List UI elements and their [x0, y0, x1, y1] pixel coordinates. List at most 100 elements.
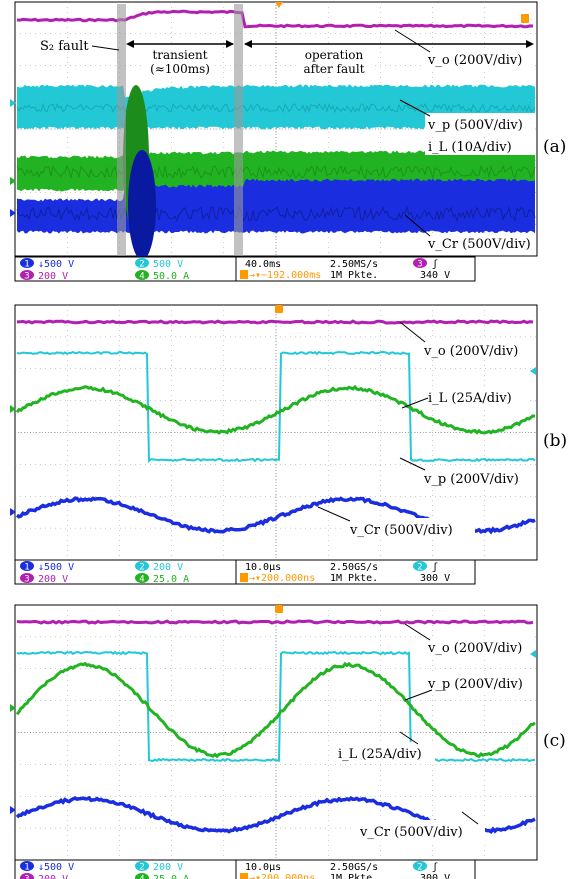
trace-il-c: [15, 661, 536, 759]
ch4-number-a: 4: [139, 272, 144, 282]
pointer-il-c: [399, 731, 419, 745]
series-label-vo-b: v_o (200V/div): [423, 344, 518, 359]
label-bg-vo-c: [425, 636, 535, 657]
ch1-marker-b: [10, 508, 16, 516]
trigger-marker-c: [275, 605, 283, 613]
ch1-scale-b: ↓500 V: [38, 562, 74, 573]
trigger-level-a: 340 V: [420, 270, 450, 281]
sample-rate-b: 2.50GS/s: [330, 562, 378, 573]
cursor-bar-1: [117, 4, 126, 256]
fault-label: S₂ fault: [40, 39, 89, 54]
series-label-vcr-a: v_Cr (500V/div): [427, 237, 531, 252]
ch2-scale-a: 500 V: [153, 259, 183, 270]
trigger-channel-number-b: 2: [417, 563, 422, 573]
trigger-badge: [240, 873, 248, 879]
pointer-vo-a: [394, 29, 431, 53]
ch1-number-c: 1: [24, 863, 29, 873]
trigger-badge: [240, 270, 248, 279]
timebase-b: 10.0µs: [245, 562, 281, 573]
pointer-il-b: [401, 397, 429, 409]
trigger-slope-c: ʃ: [432, 862, 438, 873]
label-bg-vp-a: [425, 113, 535, 135]
ch4-chip-c: [135, 873, 149, 879]
series-label-vp-a: v_p (500V/div): [427, 118, 523, 133]
trigger-level-c: 300 V: [420, 873, 450, 879]
trigger-delay-b: →▾200.000ns: [249, 573, 315, 584]
pointer-vcr-c: [461, 811, 479, 825]
label-bg-vcr-b: [345, 518, 475, 539]
ch2-number-b: 2: [139, 563, 144, 573]
trigger-marker-a: [275, 2, 283, 8]
trace-vcr-detail-a: [16, 205, 536, 223]
status-bar-a: 1 ↓500 V 3 200 V 2 500 V 4 50.0 A 40.0ms→▾−192.0…: [14, 256, 476, 282]
record-length-b: 1M Pkte.: [330, 573, 378, 584]
ch2-scale-b: 200 V: [153, 562, 183, 573]
ch4-chip-a: [135, 270, 149, 280]
trace-vo-b: [16, 319, 534, 325]
label-bg-vo-a: [425, 48, 535, 70]
ch2-number-c: 2: [139, 863, 144, 873]
label-bg-vp-c: [425, 672, 535, 693]
transient-label-1: transient: [152, 48, 207, 62]
transient-label-bg: [143, 46, 215, 76]
label-bg-vp-b: [420, 467, 535, 488]
ch4-marker-b: [10, 405, 16, 413]
trigger-channel-chip-a: [413, 258, 427, 268]
series-label-vp-c: v_p (200V/div): [427, 677, 523, 692]
grid-c: [15, 605, 537, 860]
series-label-vcr-c: v_Cr (500V/div): [359, 825, 463, 840]
transient-burst-vcr-a: [128, 150, 156, 260]
cursor-bar-2: [234, 4, 243, 256]
record-length-c: 1M Pkte.: [330, 873, 378, 879]
timebase-c: 10.0µs: [245, 862, 281, 873]
ch1-number-a: 1: [24, 260, 29, 270]
ch2-level-marker-b: [530, 367, 536, 375]
trace-vo-c: [16, 619, 534, 625]
ch4-scale-c: 25.0 A: [153, 874, 189, 879]
ch1-marker-c: [10, 806, 16, 814]
ch1-chip-b: [20, 561, 34, 571]
panel-a: S₂ fault transient (≈100ms) operation af…: [10, 1, 566, 282]
pointer-vcr-a: [404, 214, 431, 237]
series-label-vcr-b: v_Cr (500V/div): [349, 523, 453, 538]
ch4-number-b: 4: [139, 575, 144, 585]
ch1-scale-a: ↓500 V: [38, 259, 74, 270]
ch4-marker-a: [10, 177, 16, 185]
trigger-level-b: 300 V: [420, 573, 450, 584]
ch1-marker-a: [10, 209, 16, 217]
ch2-scale-c: 200 V: [153, 862, 183, 873]
ch2-marker-a: [10, 99, 16, 107]
trigger-level-marker-a: [521, 14, 529, 23]
series-label-vp-b: v_p (200V/div): [423, 472, 519, 487]
status-bar-b: 1 ↓500 V 3 200 V 2 200 V 4 25.0 A 10.0µs→▾200.00…: [14, 559, 476, 585]
series-label-vo-a: v_o (200V/div): [427, 53, 522, 68]
transient-arrow-right-head: [226, 40, 234, 48]
panel-c: v_o (200V/div) v_p (200V/div) i_L (25A/d…: [10, 604, 566, 879]
ch3-number-c: 3: [24, 875, 29, 879]
trigger-delay-c: →▾200.000ns: [249, 873, 315, 879]
trace-vp-c: [16, 650, 536, 763]
ch4-scale-b: 25.0 A: [153, 574, 189, 585]
ch2-level-marker-c: [530, 650, 536, 658]
operation-label-2: after fault: [303, 62, 364, 76]
label-bg-il-a: [425, 139, 535, 155]
series-label-il-c: i_L (25A/div): [338, 747, 422, 762]
timebase-a: 40.0ms: [245, 259, 281, 270]
ch1-number-b: 1: [24, 563, 29, 573]
ch3-number-a: 3: [24, 272, 29, 282]
trigger-delay-a: →▾−192.000ms: [249, 270, 321, 281]
ch1-scale-c: ↓500 V: [38, 862, 74, 873]
ch4-chip-b: [135, 573, 149, 583]
pointer-vp-b: [399, 457, 426, 471]
status-bar-c: 1 ↓500 V 3 200 V 2 200 V 4 25.0 A 10.0µs→▾200.00…: [14, 859, 476, 879]
ch3-scale-a: 200 V: [38, 271, 68, 282]
trace-vp-detail-a: [16, 102, 536, 114]
panel-label-b: (b): [543, 431, 567, 451]
label-bg-vo-b: [420, 339, 535, 360]
pointer-vp-c: [404, 689, 433, 701]
trigger-badge: [240, 573, 248, 582]
fault-pointer: [91, 45, 120, 51]
ch3-chip-b: [20, 573, 34, 583]
pointer-vp-a: [399, 99, 431, 117]
label-bg-vcr-c: [355, 820, 485, 841]
